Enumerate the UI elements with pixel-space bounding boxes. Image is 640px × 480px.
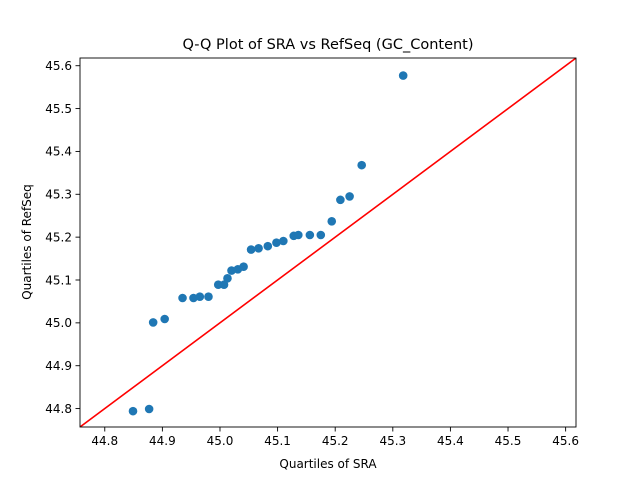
data-point [254, 243, 263, 253]
data-point [219, 280, 229, 290]
x-tick-label: 45.4 [437, 434, 464, 448]
data-point [316, 230, 326, 240]
y-tick-label: 45.6 [45, 59, 72, 73]
data-point [239, 262, 248, 272]
y-tick-label: 44.9 [45, 359, 72, 373]
plot-area: 44.8 44.9 45.0 45.1 45.2 45.3 45.4 45.5 45.6 44.8… [45, 57, 579, 448]
data-point [160, 314, 169, 324]
data-point [305, 230, 315, 240]
data-point [398, 71, 408, 80]
data-point [204, 292, 213, 302]
data-point [327, 216, 337, 226]
data-point [272, 238, 281, 248]
y-tick-label: 44.8 [45, 402, 72, 416]
y-tick-label: 45.3 [45, 188, 72, 202]
data-point [148, 318, 158, 327]
reference-line [80, 58, 576, 427]
y-tick-label: 45.2 [45, 230, 72, 244]
y-tick-label: 45.5 [45, 102, 72, 116]
x-tick-label: 45.6 [552, 434, 579, 448]
data-point [294, 230, 303, 240]
data-point [128, 406, 138, 416]
data-point [223, 273, 232, 283]
x-axis-label: Quartiles of SRA [279, 457, 377, 471]
y-tick-label: 45.0 [45, 316, 72, 330]
x-tick-label: 44.8 [91, 434, 118, 448]
data-point [357, 160, 367, 170]
data-point [195, 292, 205, 302]
data-point [279, 236, 288, 246]
data-point [178, 293, 187, 303]
x-tick-label: 45.2 [322, 434, 349, 448]
axes-frame [79, 57, 577, 428]
data-point [246, 245, 256, 254]
data-point [263, 241, 273, 251]
x-tick-label: 45.0 [207, 434, 234, 448]
x-tick-label: 44.9 [149, 434, 176, 448]
x-tick-label: 45.3 [379, 434, 406, 448]
data-point [144, 404, 154, 414]
y-tick-label: 45.4 [45, 145, 72, 159]
y-tick-label: 45.1 [45, 273, 72, 287]
y-axis-label: Quartiles of RefSeq [20, 184, 34, 300]
x-tick-label: 45.1 [264, 434, 291, 448]
x-tick-label: 45.5 [495, 434, 522, 448]
data-point [345, 192, 354, 201]
chart-title: Q-Q Plot of SRA vs RefSeq (GC_Content) [182, 37, 473, 53]
data-point [336, 195, 345, 205]
